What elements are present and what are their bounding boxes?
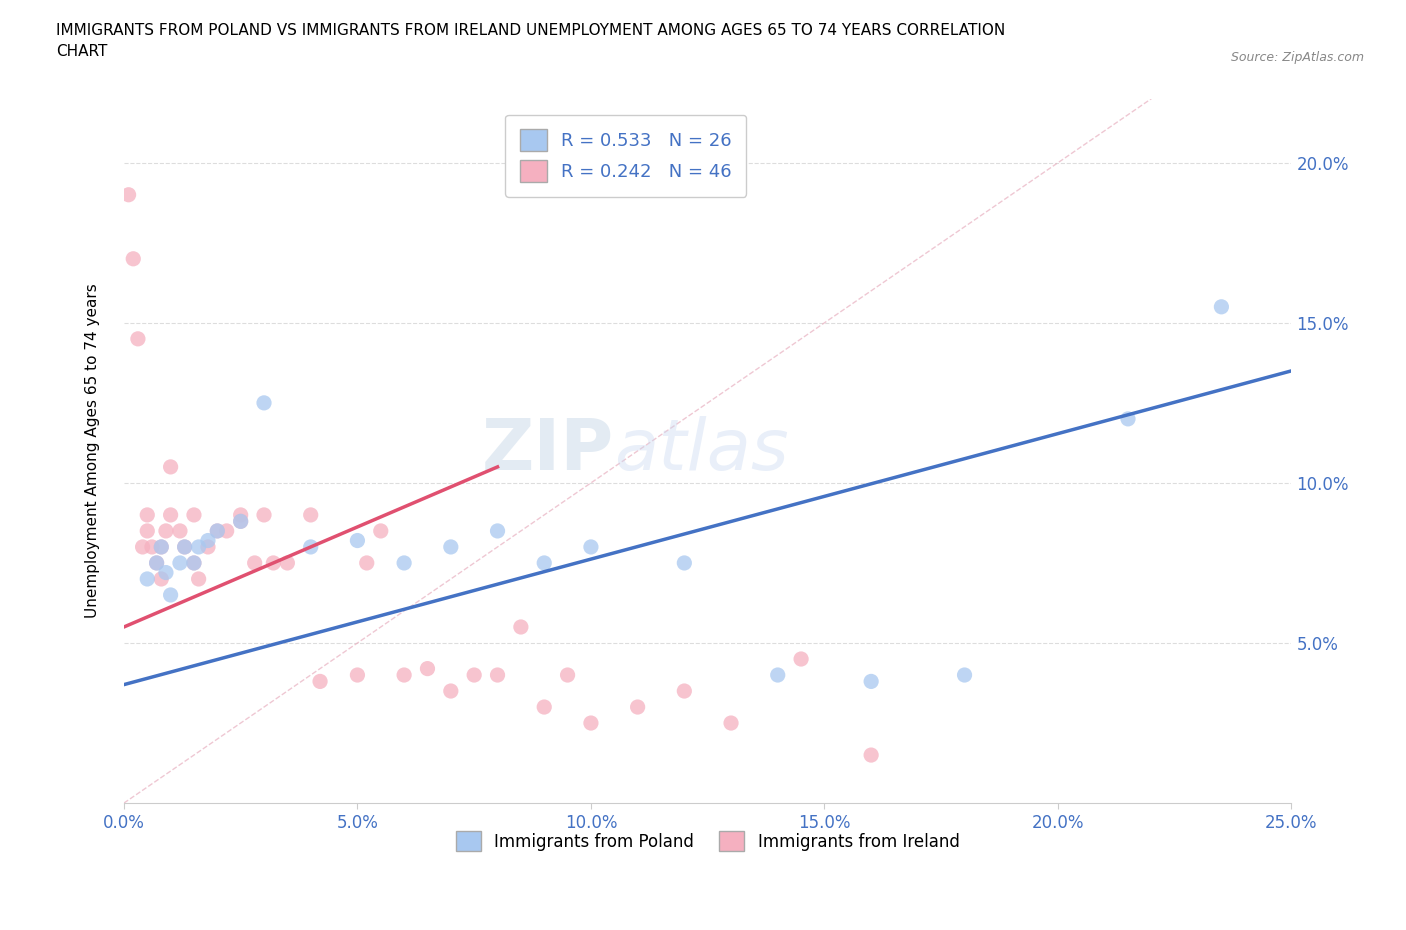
Point: [253, 395, 276, 410]
Point: [229, 508, 252, 523]
Point: [183, 555, 205, 570]
Point: [136, 572, 159, 587]
Point: [486, 668, 509, 683]
Point: [173, 539, 195, 554]
Point: [207, 524, 229, 538]
Point: [1116, 411, 1139, 426]
Point: [299, 508, 322, 523]
Point: [356, 555, 378, 570]
Point: [533, 555, 555, 570]
Point: [187, 539, 209, 554]
Point: [262, 555, 284, 570]
Point: [131, 539, 153, 554]
Point: [370, 524, 392, 538]
Point: [229, 514, 252, 529]
Point: [509, 619, 531, 634]
Text: Source: ZipAtlas.com: Source: ZipAtlas.com: [1230, 51, 1364, 64]
Point: [183, 555, 205, 570]
Point: [207, 524, 229, 538]
Point: [145, 555, 167, 570]
Legend: Immigrants from Poland, Immigrants from Ireland: Immigrants from Poland, Immigrants from …: [450, 825, 966, 858]
Point: [150, 539, 173, 554]
Point: [117, 187, 139, 202]
Point: [463, 668, 485, 683]
Point: [299, 539, 322, 554]
Point: [229, 514, 252, 529]
Point: [243, 555, 266, 570]
Point: [159, 459, 181, 474]
Point: [150, 572, 173, 587]
Point: [155, 565, 177, 580]
Point: [720, 715, 742, 730]
Point: [136, 524, 159, 538]
Point: [440, 684, 463, 698]
Point: [1211, 299, 1233, 314]
Point: [173, 539, 195, 554]
Y-axis label: Unemployment Among Ages 65 to 74 years: Unemployment Among Ages 65 to 74 years: [86, 284, 100, 618]
Point: [766, 668, 789, 683]
Text: atlas: atlas: [614, 417, 789, 485]
Point: [673, 555, 696, 570]
Point: [557, 668, 579, 683]
Point: [150, 539, 173, 554]
Point: [197, 539, 219, 554]
Point: [860, 748, 883, 763]
Point: [346, 533, 368, 548]
Point: [155, 524, 177, 538]
Point: [276, 555, 298, 570]
Text: IMMIGRANTS FROM POLAND VS IMMIGRANTS FROM IRELAND UNEMPLOYMENT AMONG AGES 65 TO : IMMIGRANTS FROM POLAND VS IMMIGRANTS FRO…: [56, 23, 1005, 60]
Point: [136, 508, 159, 523]
Point: [392, 555, 415, 570]
Point: [141, 539, 163, 554]
Point: [159, 588, 181, 603]
Point: [440, 539, 463, 554]
Point: [159, 508, 181, 523]
Point: [127, 331, 149, 346]
Point: [169, 524, 191, 538]
Point: [860, 674, 883, 689]
Point: [346, 668, 368, 683]
Point: [579, 715, 602, 730]
Point: [953, 668, 976, 683]
Point: [122, 251, 145, 266]
Point: [392, 668, 415, 683]
Point: [197, 533, 219, 548]
Point: [169, 555, 191, 570]
Point: [673, 684, 696, 698]
Point: [253, 508, 276, 523]
Point: [187, 572, 209, 587]
Point: [309, 674, 332, 689]
Point: [579, 539, 602, 554]
Point: [533, 699, 555, 714]
Point: [145, 555, 167, 570]
Point: [790, 652, 813, 667]
Point: [627, 699, 650, 714]
Point: [215, 524, 238, 538]
Point: [416, 661, 439, 676]
Point: [183, 508, 205, 523]
Point: [486, 524, 509, 538]
Text: ZIP: ZIP: [482, 417, 614, 485]
